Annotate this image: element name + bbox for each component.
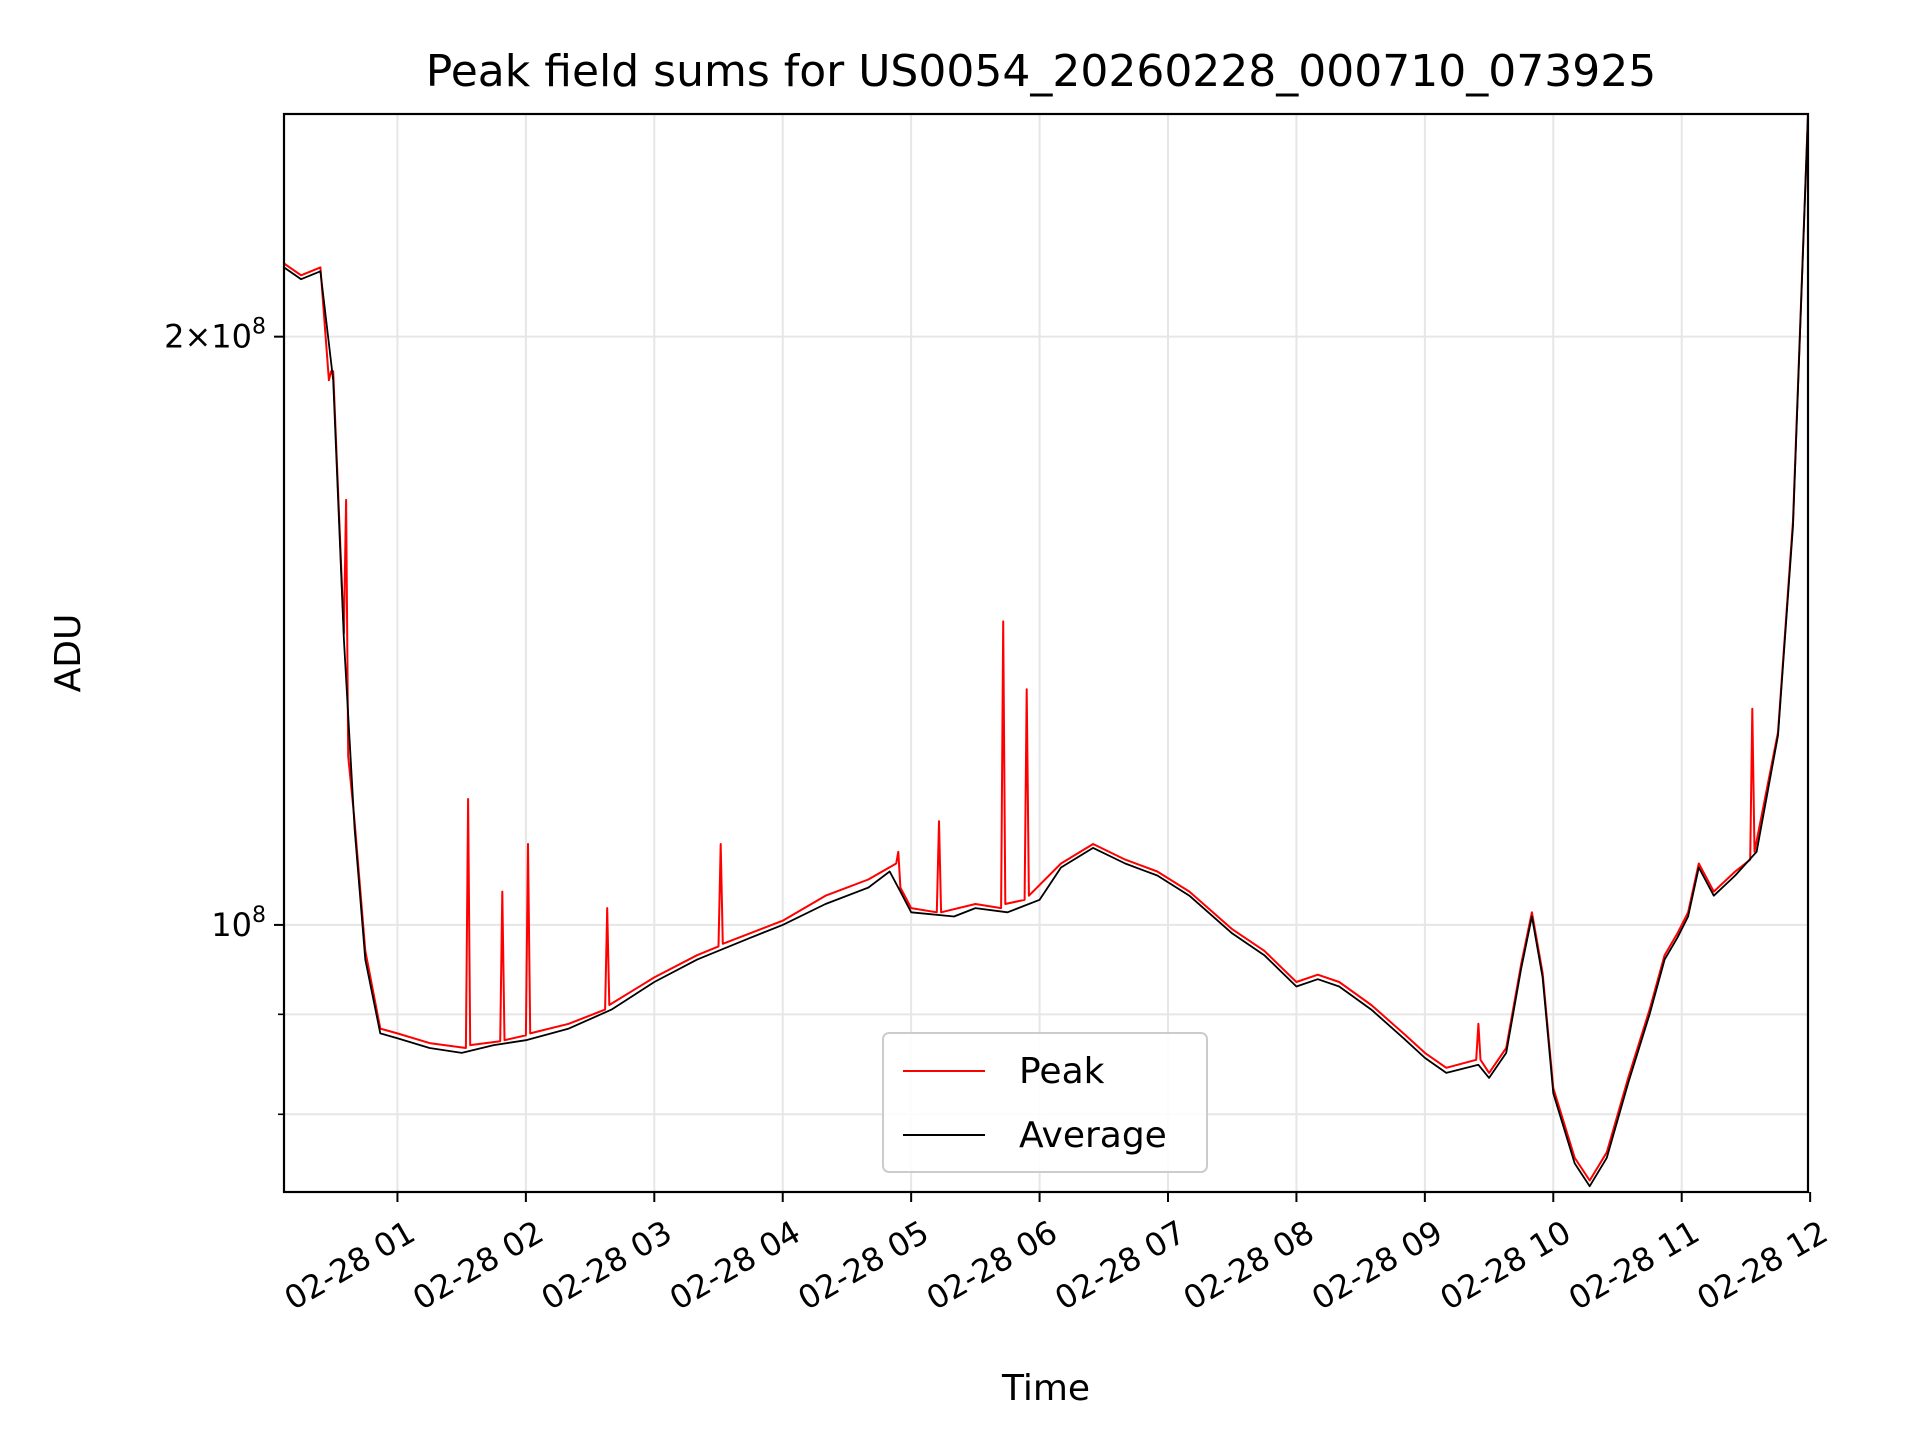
legend-label-average: Average [1019, 1115, 1167, 1156]
x-axis-label: Time [1001, 1368, 1090, 1409]
legend-box [882, 1032, 1208, 1173]
grid-lines [284, 114, 1808, 1192]
y-axis-label: ADU [48, 614, 89, 693]
chart-title: Peak field sums for US0054_20260228_0007… [426, 46, 1656, 97]
x-tick-label: 02-28 11 [1562, 1213, 1706, 1318]
legend: Peak Average [882, 1032, 1208, 1173]
series-line-average [284, 114, 1808, 1188]
legend-label-peak: Peak [1019, 1051, 1105, 1092]
y-axis-ticks: 108 2×108 [164, 315, 284, 1116]
x-tick-label: 02-28 05 [792, 1213, 936, 1318]
series-layer [284, 114, 1808, 1188]
plot-area-frame [282, 112, 1810, 1194]
x-tick-label: 02-28 09 [1305, 1213, 1449, 1318]
x-tick-label: 02-28 10 [1434, 1213, 1578, 1318]
x-tick-label: 02-28 03 [535, 1213, 679, 1318]
x-tick-label: 02-28 02 [406, 1213, 550, 1318]
y-tick-label: 108 [211, 903, 266, 944]
x-tick-label: 02-28 06 [920, 1213, 1064, 1318]
x-tick-label: 02-28 08 [1177, 1213, 1321, 1318]
series-line-peak [284, 114, 1808, 1182]
y-tick-label: 2×108 [164, 315, 266, 356]
x-tick-label: 02-28 12 [1691, 1213, 1835, 1318]
x-tick-label: 02-28 01 [278, 1213, 422, 1318]
x-tick-label: 02-28 07 [1048, 1213, 1192, 1318]
x-tick-label: 02-28 04 [663, 1213, 807, 1318]
